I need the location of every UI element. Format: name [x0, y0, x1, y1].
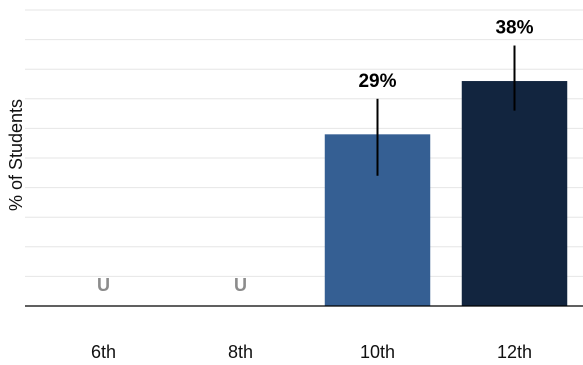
x-tick-10th: 10th [360, 342, 395, 362]
bars: U U 29% 38% [97, 18, 568, 306]
x-tick-labels: 6th 8th 10th 12th [91, 342, 532, 362]
x-tick-12th: 12th [497, 342, 532, 362]
unavailable-label-6th: U [97, 275, 110, 295]
unavailable-label-8th: U [234, 275, 247, 295]
value-label-12th: 38% [495, 18, 533, 39]
bar-12th [461, 81, 568, 306]
y-axis-label: % of Students [6, 99, 26, 211]
gridlines [25, 9, 583, 277]
x-tick-6th: 6th [91, 342, 116, 362]
x-tick-8th: 8th [228, 342, 253, 362]
value-label-10th: 29% [358, 71, 396, 92]
